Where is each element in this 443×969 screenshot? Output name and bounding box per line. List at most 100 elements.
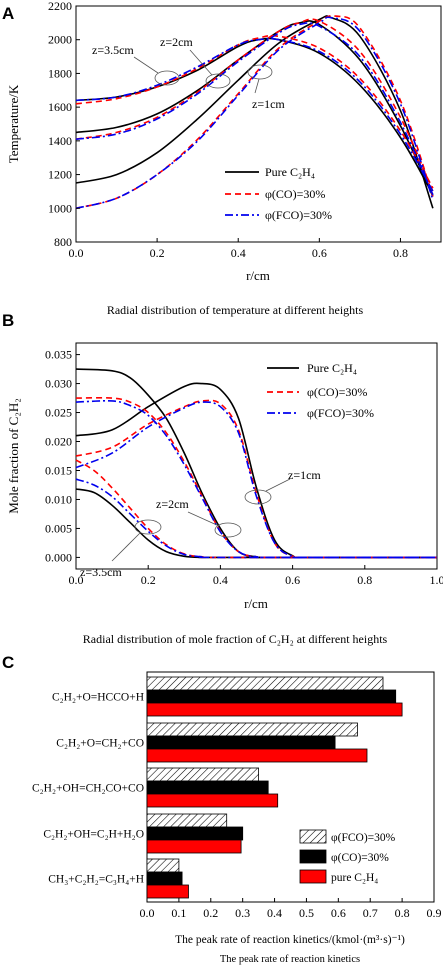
annotation-z35-b: z=3.5cm <box>80 519 162 579</box>
series-line-pure-2 <box>75 488 437 559</box>
plot-frame-a <box>75 5 442 243</box>
bar-fco-3 <box>146 813 228 828</box>
x-axis-label-b: r/cm <box>244 596 268 611</box>
bar-pure-3 <box>146 839 242 854</box>
x-tick-label: 0.6 <box>331 906 346 920</box>
series-line-fco-7 <box>75 399 438 559</box>
legend-b-item-fco: φ(FCO)=30% <box>307 406 374 420</box>
y-tick-label: 1400 <box>48 134 72 148</box>
x-tick-label: 0.2 <box>203 906 218 920</box>
mole-fraction-chart: 0.0 0.2 0.4 0.6 0.8 1.0 0.000 0.005 0.010 0.015 0… <box>6 342 443 646</box>
annotation-z1-b: z=1cm <box>244 468 321 505</box>
category-label: C₂H₂+OH=C₂H+H₂O <box>43 829 144 841</box>
annotation-z1-a: z=1cm <box>247 64 285 111</box>
x-tick-label: 0.0 <box>69 573 84 587</box>
x-tick-label: 0.7 <box>363 906 378 920</box>
panel-label-a: A <box>2 4 14 23</box>
bar-co-0 <box>146 689 397 704</box>
temperature-chart: 0.0 0.2 0.4 0.6 0.8 800 1000 1200 1400 1600 1800 2… <box>6 0 442 317</box>
x-tick-label: 1.0 <box>430 573 443 587</box>
bar-pure-4 <box>146 884 189 899</box>
series-line-fco-7 <box>75 22 434 196</box>
x-tick-label: 0.2 <box>141 573 156 587</box>
y-tick-label: 0.030 <box>45 377 72 391</box>
svg-text:z=2cm: z=2cm <box>156 497 189 511</box>
y-tick-label: 0.025 <box>45 406 72 420</box>
x-tick-label: 0.0 <box>140 906 155 920</box>
caption-b: Radial distribution of mole fraction of … <box>83 632 388 646</box>
bar-pure-2 <box>146 793 279 808</box>
x-tick-label: 0.4 <box>213 573 228 587</box>
y-tick-label: 1600 <box>48 100 72 114</box>
svg-text:z=1cm: z=1cm <box>252 97 285 111</box>
legend-a-item-pure: Pure C₂H₄ <box>265 165 315 179</box>
y-tick-label: 2000 <box>48 33 72 47</box>
y-tick-label: 0.020 <box>45 435 72 449</box>
legend-b-item-pure: Pure C₂H₄ <box>307 361 357 375</box>
category-label: C₂H₂+OH=CH₂CO+CO <box>32 783 144 795</box>
x-tick-label: 0.0 <box>69 246 84 260</box>
x-tick-label: 0.8 <box>393 246 408 260</box>
legend-c: φ(FCO)=30% φ(CO)=30% pure C₂H₄ <box>299 829 396 884</box>
x-tick-label: 0.6 <box>285 573 300 587</box>
series-line-fco-8 <box>75 478 438 559</box>
caption-a: Radial distribution of temperature at di… <box>107 303 364 317</box>
legend-b-item-co: φ(CO)=30% <box>307 385 367 399</box>
series-line-fco-6 <box>75 37 434 192</box>
bar-pure-1 <box>146 748 368 763</box>
annotation-z35-a: z=3.5cm <box>92 43 180 86</box>
x-tick-label: 0.3 <box>235 906 250 920</box>
x-tick-label: 0.9 <box>427 906 442 920</box>
bar-pure-0 <box>146 702 403 717</box>
category-label: C₂H₂+O=HCCO+H <box>52 692 144 704</box>
bar-co-4 <box>146 871 183 886</box>
y-tick-label: 2200 <box>48 0 72 13</box>
annotation-z2-b: z=2cm <box>156 497 242 538</box>
y-tick-label: 0.010 <box>45 492 72 506</box>
legend-c-swatch-co <box>299 849 327 864</box>
y-tick-label: 0.015 <box>45 463 72 477</box>
x-tick-label: 0.4 <box>267 906 282 920</box>
bar-co-3 <box>146 826 244 841</box>
bar-co-1 <box>146 735 336 750</box>
legend-c-item-co: φ(CO)=30% <box>331 852 389 864</box>
legend-a-item-co: φ(CO)=30% <box>265 187 325 201</box>
x-tick-label: 0.1 <box>171 906 186 920</box>
series-line-co-5 <box>75 459 438 559</box>
x-axis-label-a: r/cm <box>246 268 270 283</box>
panel-label-b: B <box>2 311 14 330</box>
bar-fco-1 <box>146 722 358 737</box>
series-line-fco-6 <box>75 401 438 559</box>
legend-c-swatch-fco <box>299 829 327 844</box>
x-axis-label-c: The peak rate of reaction kinetics/(kmol… <box>175 934 405 946</box>
series-line-co-3 <box>75 34 434 189</box>
reaction-rate-chart: 0.0 0.1 0.2 0.3 0.4 0.5 0.6 0.7 0.8 0.9 C₂H₂+O=HC… <box>32 671 442 965</box>
y-tick-label: 0.000 <box>45 550 72 564</box>
series-line-co-3 <box>75 399 438 559</box>
legend-a-item-fco: φ(FCO)=30% <box>265 208 332 222</box>
svg-text:z=3.5cm: z=3.5cm <box>92 43 134 57</box>
bar-fco-2 <box>146 767 259 782</box>
bar-fco-4 <box>146 858 180 873</box>
series-line-co-4 <box>75 18 434 192</box>
legend-b: Pure C₂H₄ φ(CO)=30% φ(FCO)=30% <box>267 361 374 420</box>
y-tick-label: 1200 <box>48 168 72 182</box>
y-tick-label: 1800 <box>48 66 72 80</box>
svg-text:z=3.5cm: z=3.5cm <box>80 565 122 579</box>
legend-a: Pure C₂H₄ φ(CO)=30% φ(FCO)=30% <box>225 165 332 222</box>
category-label: C₂H₂+O=CH₂+CO <box>56 738 144 750</box>
y-axis-label-a: Temperature/K <box>6 84 21 163</box>
y-axis-label-b: Mole fraction of C₂H₂ <box>6 398 21 514</box>
x-tick-label: 0.5 <box>299 906 314 920</box>
x-tick-label: 0.4 <box>231 246 246 260</box>
series-line-pure-1 <box>75 368 438 559</box>
bar-co-2 <box>146 780 269 795</box>
x-tick-label: 0.6 <box>312 246 327 260</box>
x-tick-label: 0.2 <box>150 246 165 260</box>
bar-fco-0 <box>146 676 384 691</box>
legend-c-item-fco: φ(FCO)=30% <box>331 832 396 844</box>
legend-c-swatch-pure <box>299 869 327 884</box>
y-tick-label: 0.035 <box>45 348 72 362</box>
caption-c: The peak rate of reaction kinetics <box>220 954 360 965</box>
